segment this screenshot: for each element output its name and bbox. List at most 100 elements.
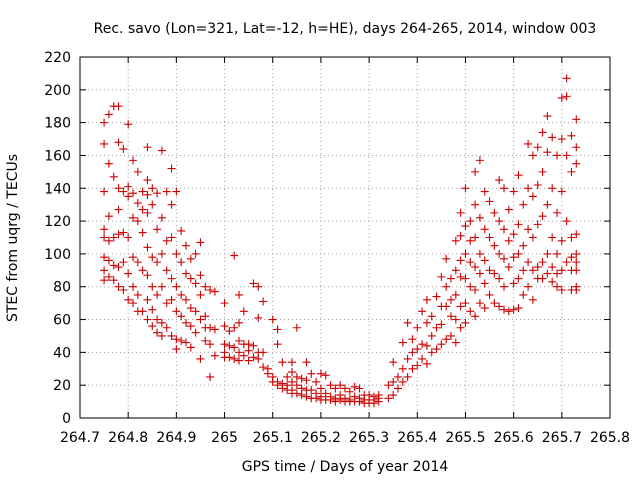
data-point [447, 274, 455, 283]
data-point [143, 208, 152, 217]
data-point [263, 369, 272, 378]
data-point [480, 279, 489, 288]
data-point [143, 176, 152, 185]
data-point [548, 133, 557, 142]
data-point [162, 299, 171, 308]
data-point [210, 351, 219, 360]
data-point [133, 167, 142, 176]
data-point [456, 302, 465, 311]
data-point [182, 338, 190, 347]
data-point [114, 138, 123, 147]
data-point [153, 258, 162, 267]
data-point [548, 233, 557, 242]
data-point [567, 233, 576, 242]
data-point [422, 359, 431, 368]
data-point [235, 348, 243, 357]
data-point [533, 143, 542, 152]
data-point [437, 340, 446, 349]
data-point [466, 217, 475, 226]
data-point [235, 318, 243, 327]
data-point [374, 397, 383, 406]
data-point [509, 187, 518, 196]
data-point [124, 182, 133, 191]
data-point [528, 151, 537, 160]
data-point [225, 327, 234, 336]
data-point [398, 364, 407, 373]
data-point [254, 282, 263, 291]
data-point [143, 190, 152, 199]
x-tick-label: 265.8 [590, 430, 630, 446]
x-tick-label: 264.8 [108, 430, 148, 446]
data-point [562, 258, 571, 267]
data-point [408, 335, 417, 344]
data-point [104, 236, 113, 245]
data-point [456, 256, 465, 265]
data-point [196, 290, 205, 299]
data-point [172, 187, 181, 196]
data-point [124, 295, 133, 304]
data-point [432, 345, 441, 354]
data-point [553, 269, 561, 278]
data-point [408, 364, 417, 373]
data-point [509, 305, 518, 314]
data-point [153, 189, 162, 198]
data-point [427, 348, 436, 357]
data-point [528, 295, 537, 304]
data-point [124, 192, 133, 201]
data-point [254, 313, 263, 322]
data-point [148, 305, 157, 314]
data-point [524, 225, 533, 234]
data-point [312, 377, 321, 386]
data-point [461, 184, 470, 193]
data-point [186, 274, 195, 283]
data-point [514, 220, 523, 229]
data-point [114, 102, 123, 111]
data-point [500, 184, 508, 193]
data-point [548, 277, 557, 286]
data-point [138, 205, 147, 214]
data-point [471, 167, 480, 176]
data-point [239, 351, 248, 360]
data-point [100, 276, 109, 285]
data-point [336, 395, 345, 404]
data-point [538, 128, 547, 137]
data-point [119, 258, 128, 267]
data-point [239, 307, 248, 316]
data-point [157, 249, 166, 258]
data-point [543, 200, 552, 209]
data-point [167, 164, 176, 173]
y-tick-labels: 0 20 40 60 80 100 120 140 160 180 200 220 [44, 50, 71, 427]
data-point [167, 200, 176, 209]
data-point [427, 312, 436, 321]
data-point [129, 213, 137, 222]
data-point [307, 369, 316, 378]
data-point [148, 184, 157, 193]
data-point [514, 304, 523, 313]
x-tick-label: 265.4 [397, 430, 437, 446]
data-point [124, 269, 133, 278]
data-point [509, 230, 518, 239]
data-point [124, 120, 133, 129]
data-point [196, 315, 205, 324]
y-tick-label: 180 [44, 116, 71, 132]
data-point [177, 312, 186, 321]
data-point [384, 394, 393, 403]
chart-title: Rec. savo (Lon=321, Lat=-12, h=HE), days… [94, 21, 597, 37]
data-point [471, 263, 480, 272]
data-point [201, 282, 210, 291]
data-point [519, 290, 528, 299]
data-point [514, 171, 523, 180]
data-point [225, 353, 234, 362]
data-point [100, 139, 109, 148]
data-point [172, 249, 181, 258]
data-point [114, 205, 123, 214]
data-point [456, 323, 465, 332]
data-point [100, 266, 109, 275]
data-point [244, 356, 253, 365]
data-point [480, 187, 489, 196]
data-point [461, 249, 470, 258]
data-point [495, 274, 504, 283]
data-point [273, 325, 282, 334]
data-point [495, 176, 504, 185]
